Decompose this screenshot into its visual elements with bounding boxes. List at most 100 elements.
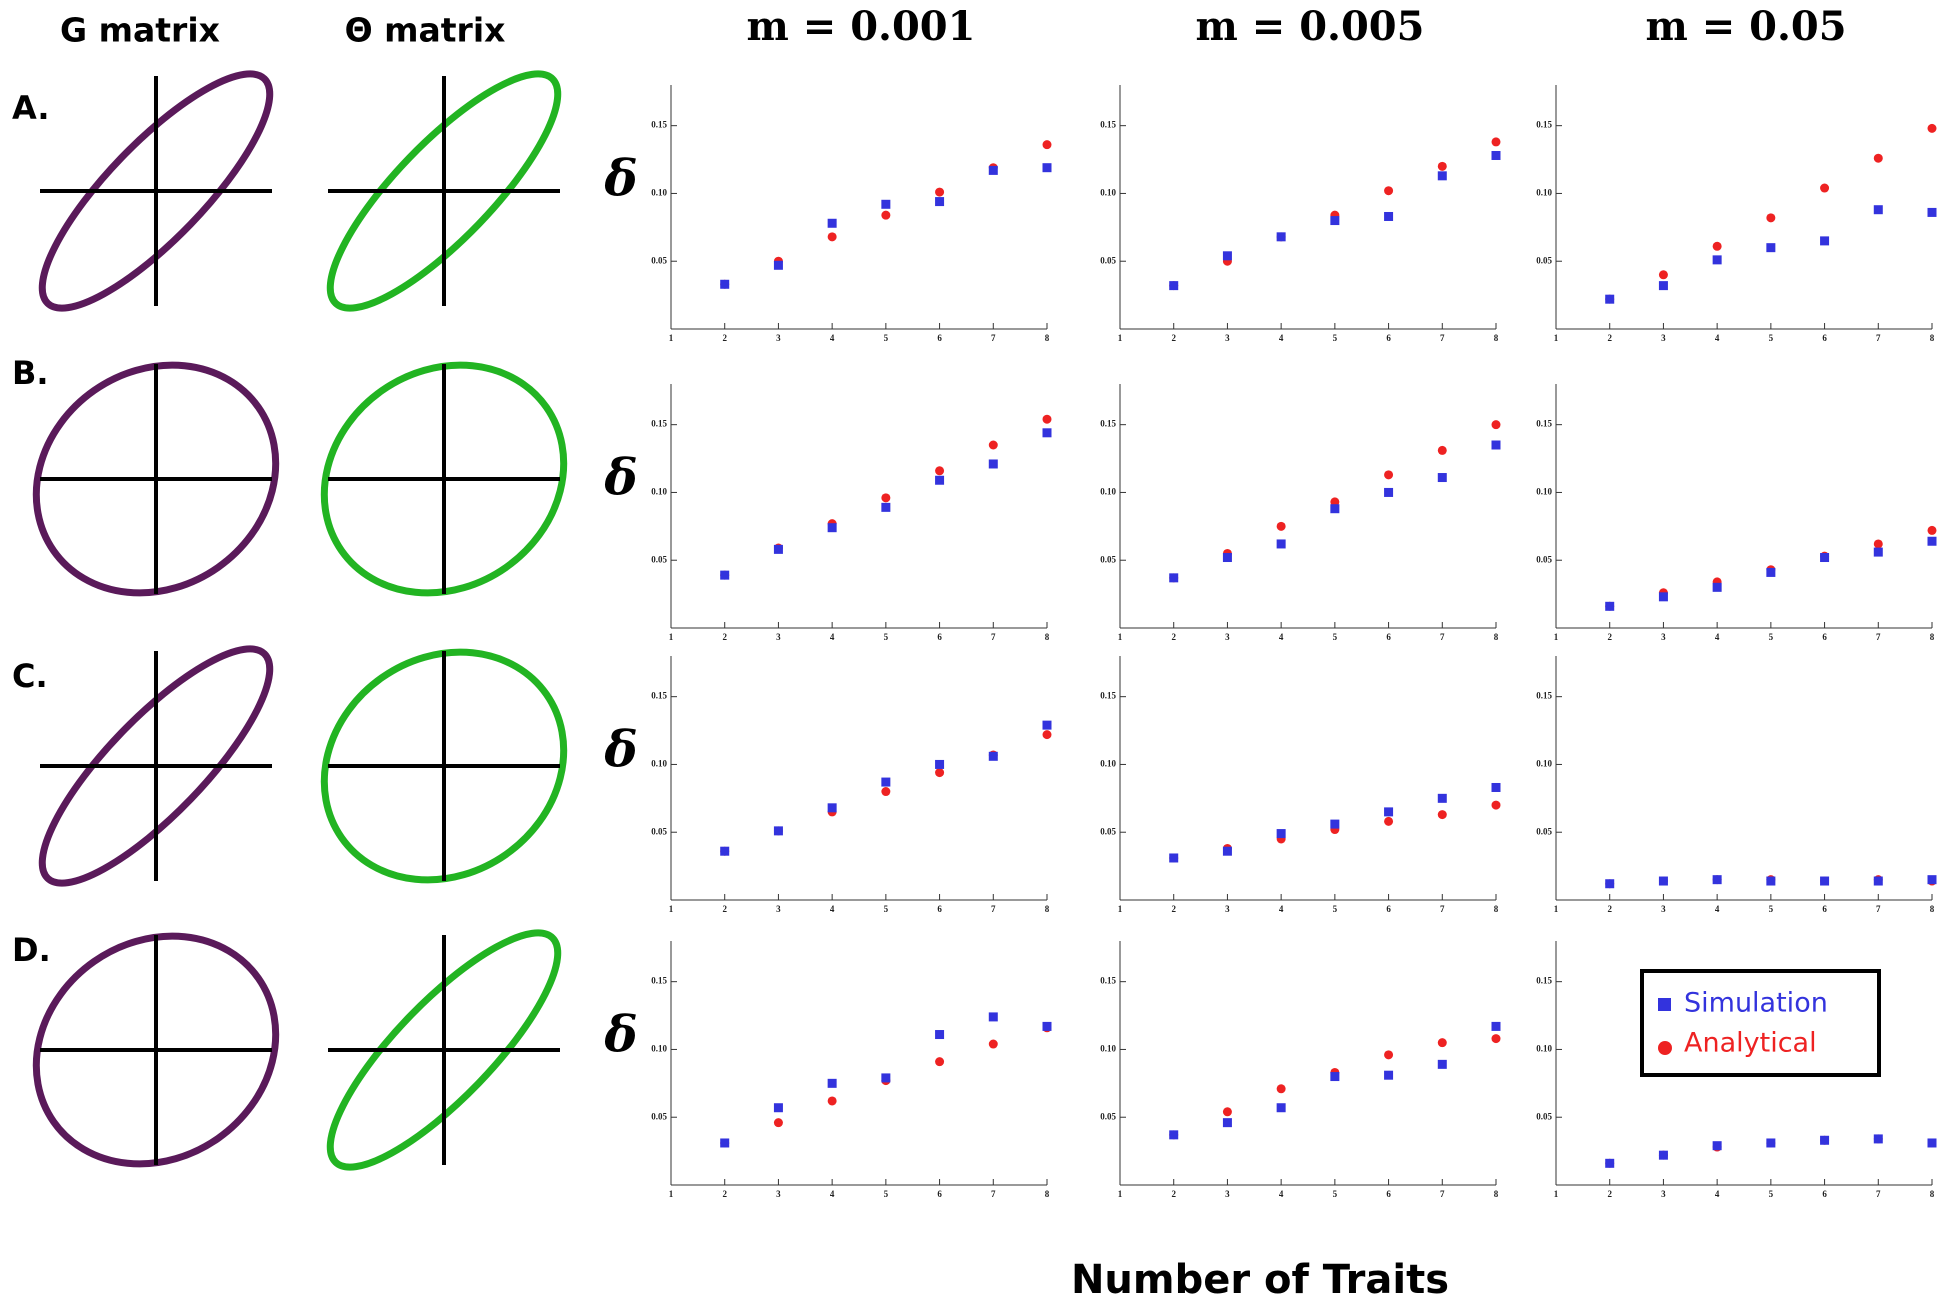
theta-ellipse [326,70,562,312]
crosshair [40,935,560,1165]
x-tick-label: 6 [937,632,942,642]
y-tick-label: 0.05 [1100,1111,1116,1121]
x-tick-label: 6 [1386,904,1391,914]
x-tick-label: 5 [1333,1189,1338,1199]
x-tick-label: 3 [1661,632,1666,642]
simulation-point [1169,281,1179,291]
x-tick-label: 1 [1554,904,1559,914]
simulation-point [1820,553,1830,563]
row-label: A. [12,89,50,127]
y-tick-label: 0.05 [1100,826,1116,836]
y-tick-label: 0.05 [1100,255,1116,265]
analytical-point [1276,1084,1286,1094]
simulation-point [1873,547,1883,557]
x-tick-label: 6 [1822,333,1827,343]
analytical-point [827,1096,837,1106]
x-tick-label: 8 [1045,1189,1050,1199]
y-tick-label: 0.10 [1536,759,1552,769]
y-tick-label: 0.10 [1100,188,1116,198]
x-tick-label: 6 [1386,333,1391,343]
x-tick-label: 8 [1494,1189,1499,1199]
simulation-point [1927,536,1937,546]
simulation-point [1658,281,1668,291]
analytical-point [935,768,945,778]
simulation-point [1873,205,1883,215]
y-tick-label: 0.15 [1536,691,1552,701]
simulation-point [1042,163,1052,173]
y-tick-label: 0.05 [1536,255,1552,265]
analytical-point [1491,137,1501,147]
crosshair [40,364,560,594]
x-tick-label: 4 [1279,904,1284,914]
y-tick-label: 0.10 [1100,759,1116,769]
y-tick-label: 0.05 [651,1111,667,1121]
simulation-point [988,459,998,469]
column-header: m = 0.001 [747,3,976,50]
x-tick-label: 7 [1440,333,1445,343]
x-tick-label: 6 [937,904,942,914]
y-tick-label: 0.15 [651,691,667,701]
simulation-point [1766,1138,1776,1148]
simulation-point [988,165,998,175]
x-tick-label: 2 [722,333,727,343]
row-label: D. [12,931,51,969]
x-tick-label: 8 [1494,632,1499,642]
y-tick-label: 0.05 [1536,826,1552,836]
analytical-point [1873,539,1883,549]
y-tick-label: 0.15 [651,120,667,130]
y-tick-label: 0.05 [651,554,667,564]
simulation-point [1437,171,1447,181]
analytical-point [988,1039,998,1049]
x-tick-label: 4 [830,904,835,914]
x-tick-label: 3 [1661,904,1666,914]
y-tick-label: 0.10 [1100,487,1116,497]
simulation-point [881,1073,891,1083]
analytical-point [1491,800,1501,810]
simulation-point [1605,879,1615,889]
x-tick-label: 2 [722,1189,727,1199]
x-tick-label: 4 [830,333,835,343]
analytical-point [1330,497,1340,507]
simulation-point [773,260,783,270]
analytical-point [1712,241,1722,251]
simulation-point [1658,876,1668,886]
x-tick-label: 6 [1386,1189,1391,1199]
legend-marker [1658,1041,1672,1055]
simulation-point [1169,573,1179,583]
x-tick-label: 7 [1876,632,1881,642]
x-tick-label: 1 [1118,904,1123,914]
y-tick-label: 0.15 [651,976,667,986]
analytical-point [1927,123,1937,133]
x-tick-label: 2 [1607,904,1612,914]
x-tick-label: 3 [1225,904,1230,914]
y-tick-label: 0.10 [651,1044,667,1054]
x-tick-label: 1 [1554,632,1559,642]
simulation-point [881,777,891,787]
x-tick-label: 4 [1715,333,1720,343]
analytical-point [1384,1050,1394,1060]
simulation-point [988,1012,998,1022]
analytical-point [881,787,891,797]
simulation-point [1276,829,1286,839]
y-tick-label: 0.15 [1100,976,1116,986]
x-tick-label: 8 [1494,333,1499,343]
x-tick-label: 6 [1822,904,1827,914]
y-tick-label: 0.10 [651,487,667,497]
simulation-point [1042,1021,1052,1031]
crosshair [40,76,560,306]
theta-ellipse [326,929,562,1171]
legend-label: Analytical [1684,1028,1817,1059]
simulation-point [1384,211,1394,221]
crosshairs [40,76,560,1165]
x-tick-label: 8 [1045,333,1050,343]
y-tick-label: 0.15 [1100,419,1116,429]
simulation-point [1330,216,1340,226]
simulation-point [1169,853,1179,863]
x-tick-label: 2 [1171,632,1176,642]
analytical-point [935,187,945,197]
x-tick-label: 2 [1607,632,1612,642]
y-tick-label: 0.05 [1536,1111,1552,1121]
g-ellipse [32,932,280,1168]
simulation-point [1330,1072,1340,1082]
